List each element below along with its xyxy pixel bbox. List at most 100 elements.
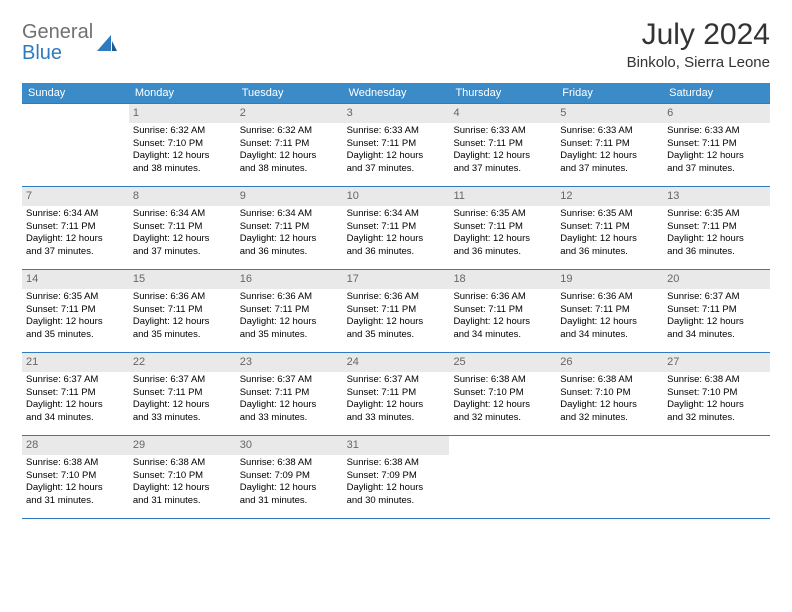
day-cell: 5Sunrise: 6:33 AMSunset: 7:11 PMDaylight… — [556, 104, 663, 186]
day-cell: 12Sunrise: 6:35 AMSunset: 7:11 PMDayligh… — [556, 187, 663, 269]
day-number: 9 — [236, 187, 343, 206]
day-details — [663, 455, 770, 461]
day-details: Sunrise: 6:38 AMSunset: 7:09 PMDaylight:… — [236, 455, 343, 512]
day-detail-line: and 34 minutes. — [560, 329, 659, 342]
day-cell: 26Sunrise: 6:38 AMSunset: 7:10 PMDayligh… — [556, 353, 663, 435]
day-detail-line: Daylight: 12 hours — [347, 316, 446, 329]
day-cell: 4Sunrise: 6:33 AMSunset: 7:11 PMDaylight… — [449, 104, 556, 186]
day-detail-line: and 33 minutes. — [347, 412, 446, 425]
day-cell: 23Sunrise: 6:37 AMSunset: 7:11 PMDayligh… — [236, 353, 343, 435]
day-detail-line: Daylight: 12 hours — [453, 233, 552, 246]
day-detail-line: Sunset: 7:11 PM — [667, 304, 766, 317]
day-number: 10 — [343, 187, 450, 206]
day-number: 22 — [129, 353, 236, 372]
day-detail-line: and 36 minutes. — [667, 246, 766, 259]
day-detail-line: Sunrise: 6:38 AM — [240, 457, 339, 470]
day-number: 26 — [556, 353, 663, 372]
day-detail-line: Sunset: 7:11 PM — [133, 304, 232, 317]
day-number: 25 — [449, 353, 556, 372]
weekday-header: Wednesday — [343, 83, 450, 103]
day-detail-line: Sunset: 7:11 PM — [26, 304, 125, 317]
day-detail-line: Sunset: 7:11 PM — [560, 221, 659, 234]
day-detail-line: Sunrise: 6:36 AM — [453, 291, 552, 304]
day-details: Sunrise: 6:35 AMSunset: 7:11 PMDaylight:… — [449, 206, 556, 263]
day-details: Sunrise: 6:37 AMSunset: 7:11 PMDaylight:… — [129, 372, 236, 429]
day-detail-line: Sunset: 7:11 PM — [240, 138, 339, 151]
day-detail-line: Daylight: 12 hours — [667, 399, 766, 412]
day-detail-line: Daylight: 12 hours — [560, 316, 659, 329]
day-detail-line: Sunrise: 6:38 AM — [133, 457, 232, 470]
day-detail-line: Daylight: 12 hours — [26, 316, 125, 329]
day-detail-line: Sunset: 7:11 PM — [453, 138, 552, 151]
day-detail-line: Sunset: 7:11 PM — [26, 221, 125, 234]
day-detail-line: Sunrise: 6:35 AM — [667, 208, 766, 221]
day-detail-line: Daylight: 12 hours — [26, 482, 125, 495]
day-detail-line: Sunset: 7:11 PM — [667, 138, 766, 151]
day-details: Sunrise: 6:32 AMSunset: 7:11 PMDaylight:… — [236, 123, 343, 180]
day-detail-line: Sunrise: 6:33 AM — [560, 125, 659, 138]
day-detail-line: Daylight: 12 hours — [453, 399, 552, 412]
day-cell: . — [556, 436, 663, 518]
day-detail-line: Sunrise: 6:37 AM — [347, 374, 446, 387]
day-detail-line: Sunset: 7:11 PM — [240, 221, 339, 234]
day-details: Sunrise: 6:33 AMSunset: 7:11 PMDaylight:… — [343, 123, 450, 180]
day-detail-line: Sunrise: 6:37 AM — [240, 374, 339, 387]
day-number: 21 — [22, 353, 129, 372]
day-detail-line: Sunrise: 6:37 AM — [26, 374, 125, 387]
day-number: 3 — [343, 104, 450, 123]
day-cell: 27Sunrise: 6:38 AMSunset: 7:10 PMDayligh… — [663, 353, 770, 435]
day-detail-line: and 35 minutes. — [26, 329, 125, 342]
day-detail-line: Sunrise: 6:38 AM — [560, 374, 659, 387]
day-detail-line: Sunset: 7:09 PM — [240, 470, 339, 483]
weekday-header: Saturday — [663, 83, 770, 103]
day-detail-line: Daylight: 12 hours — [133, 316, 232, 329]
day-details: Sunrise: 6:38 AMSunset: 7:10 PMDaylight:… — [449, 372, 556, 429]
day-detail-line: Sunrise: 6:36 AM — [133, 291, 232, 304]
day-detail-line: Daylight: 12 hours — [133, 150, 232, 163]
day-cell: 24Sunrise: 6:37 AMSunset: 7:11 PMDayligh… — [343, 353, 450, 435]
day-detail-line: and 35 minutes. — [240, 329, 339, 342]
day-cell: 9 Sunrise: 6:34 AMSunset: 7:11 PMDaylight… — [236, 187, 343, 269]
day-number: 16 — [236, 270, 343, 289]
day-detail-line: Sunrise: 6:34 AM — [240, 208, 339, 221]
calendar-weeks: . 1Sunrise: 6:32 AMSunset: 7:10 PMDayligh… — [22, 103, 770, 519]
day-detail-line: and 34 minutes. — [453, 329, 552, 342]
weekday-header: Thursday — [449, 83, 556, 103]
day-number: 11 — [449, 187, 556, 206]
day-detail-line: Daylight: 12 hours — [667, 233, 766, 246]
weekday-header: Tuesday — [236, 83, 343, 103]
day-detail-line: and 37 minutes. — [133, 246, 232, 259]
day-details: Sunrise: 6:33 AMSunset: 7:11 PMDaylight:… — [663, 123, 770, 180]
day-details: Sunrise: 6:33 AMSunset: 7:11 PMDaylight:… — [449, 123, 556, 180]
day-detail-line: Daylight: 12 hours — [133, 399, 232, 412]
day-detail-line: and 35 minutes. — [133, 329, 232, 342]
day-detail-line: and 37 minutes. — [26, 246, 125, 259]
day-cell: 1Sunrise: 6:32 AMSunset: 7:10 PMDaylight… — [129, 104, 236, 186]
day-detail-line: Sunrise: 6:36 AM — [347, 291, 446, 304]
day-detail-line: and 32 minutes. — [453, 412, 552, 425]
day-detail-line: Sunset: 7:11 PM — [347, 304, 446, 317]
day-details: Sunrise: 6:36 AMSunset: 7:11 PMDaylight:… — [236, 289, 343, 346]
day-details: Sunrise: 6:36 AMSunset: 7:11 PMDaylight:… — [129, 289, 236, 346]
day-detail-line: and 32 minutes. — [667, 412, 766, 425]
day-number: 14 — [22, 270, 129, 289]
day-detail-line: Daylight: 12 hours — [240, 233, 339, 246]
day-detail-line: Sunset: 7:10 PM — [26, 470, 125, 483]
day-detail-line: Sunrise: 6:32 AM — [133, 125, 232, 138]
week-row: 14Sunrise: 6:35 AMSunset: 7:11 PMDayligh… — [22, 269, 770, 352]
day-number: 15 — [129, 270, 236, 289]
day-detail-line: Sunset: 7:10 PM — [453, 387, 552, 400]
day-detail-line: and 31 minutes. — [133, 495, 232, 508]
month-title: July 2024 — [627, 18, 770, 52]
day-details: Sunrise: 6:33 AMSunset: 7:11 PMDaylight:… — [556, 123, 663, 180]
weekday-header: Sunday — [22, 83, 129, 103]
day-detail-line: Sunrise: 6:33 AM — [347, 125, 446, 138]
day-detail-line: Sunrise: 6:38 AM — [453, 374, 552, 387]
day-detail-line: Daylight: 12 hours — [26, 233, 125, 246]
day-detail-line: Sunset: 7:11 PM — [347, 387, 446, 400]
day-number: 28 — [22, 436, 129, 455]
day-detail-line: Sunset: 7:09 PM — [347, 470, 446, 483]
day-detail-line: and 36 minutes. — [560, 246, 659, 259]
day-detail-line: Sunset: 7:10 PM — [667, 387, 766, 400]
day-detail-line: and 36 minutes. — [453, 246, 552, 259]
